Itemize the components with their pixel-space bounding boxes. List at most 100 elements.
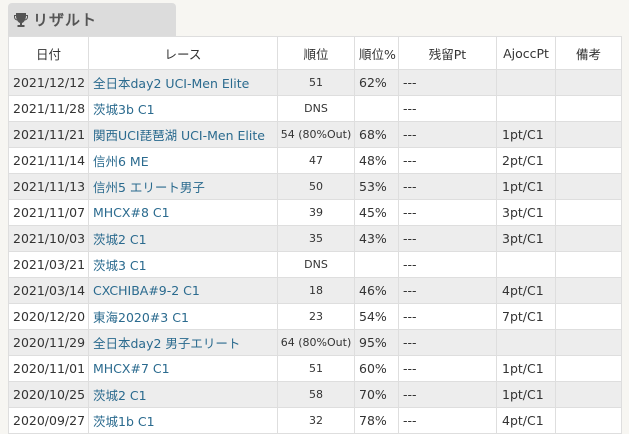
cell-date: 2020/12/20 xyxy=(8,303,89,330)
cell-note xyxy=(555,95,622,122)
cell-date: 2021/11/13 xyxy=(8,173,89,200)
header-rank-percent: 順位% xyxy=(354,36,399,70)
race-link[interactable]: 関西UCI琵琶湖 UCI-Men Elite xyxy=(88,121,278,148)
cell-rank: 54 (80%Out) xyxy=(277,121,355,148)
race-link[interactable]: 茨城3b C1 xyxy=(88,95,278,122)
race-link[interactable]: 全日本day2 男子エリート xyxy=(88,329,278,356)
table-row: 2021/10/03 茨城2 C1 35 43% --- 3pt/C1 xyxy=(8,225,622,252)
cell-rank-percent: 95% xyxy=(354,329,399,356)
cell-rank-percent: 70% xyxy=(354,381,399,408)
cell-rank: DNS xyxy=(277,95,355,122)
cell-note xyxy=(555,173,622,200)
table-row: 2020/11/29 全日本day2 男子エリート 64 (80%Out) 95% --… xyxy=(8,329,622,356)
cell-ajocc-pt: 3pt/C1 xyxy=(496,199,556,226)
cell-date: 2020/11/01 xyxy=(8,355,89,382)
cell-ajocc-pt xyxy=(496,95,556,122)
race-link[interactable]: 茨城2 C1 xyxy=(88,225,278,252)
table-row: 2020/12/20 東海2020#3 C1 23 54% --- 7pt/C1 xyxy=(8,303,622,330)
cell-ajocc-pt xyxy=(496,251,556,278)
header-ajocc-pt: AjoccPt xyxy=(496,36,556,70)
cell-rank-percent: 45% xyxy=(354,199,399,226)
cell-remain-pt: --- xyxy=(398,381,497,408)
cell-rank-percent: 62% xyxy=(354,69,399,96)
results-section-header: リザルト xyxy=(8,3,176,36)
cell-remain-pt: --- xyxy=(398,225,497,252)
cell-ajocc-pt: 4pt/C1 xyxy=(496,407,556,434)
cell-note xyxy=(555,303,622,330)
table-row: 2021/11/21 関西UCI琵琶湖 UCI-Men Elite 54 (80%O… xyxy=(8,121,622,148)
cell-rank-percent: 68% xyxy=(354,121,399,148)
cell-remain-pt: --- xyxy=(398,277,497,304)
race-link[interactable]: MHCX#8 C1 xyxy=(88,199,278,226)
cell-note xyxy=(555,277,622,304)
table-header-row: 日付 レース 順位 順位% 残留Pt AjoccPt 備考 xyxy=(8,36,622,70)
trophy-icon xyxy=(12,11,30,29)
cell-note xyxy=(555,199,622,226)
race-link[interactable]: CXCHIBA#9-2 C1 xyxy=(88,277,278,304)
cell-date: 2021/11/14 xyxy=(8,147,89,174)
cell-remain-pt: --- xyxy=(398,121,497,148)
cell-rank: 64 (80%Out) xyxy=(277,329,355,356)
race-link[interactable]: 東海2020#3 C1 xyxy=(88,303,278,330)
header-remain-pt: 残留Pt xyxy=(398,36,497,70)
race-link[interactable]: 茨城2 C1 xyxy=(88,381,278,408)
cell-rank: 50 xyxy=(277,173,355,200)
cell-rank-percent: 78% xyxy=(354,407,399,434)
cell-date: 2020/11/29 xyxy=(8,329,89,356)
cell-rank: DNS xyxy=(277,251,355,278)
cell-remain-pt: --- xyxy=(398,147,497,174)
cell-rank: 32 xyxy=(277,407,355,434)
table-row: 2021/03/14 CXCHIBA#9-2 C1 18 46% --- 4pt/C1 xyxy=(8,277,622,304)
cell-ajocc-pt: 3pt/C1 xyxy=(496,225,556,252)
race-link[interactable]: MHCX#7 C1 xyxy=(88,355,278,382)
cell-note xyxy=(555,121,622,148)
cell-rank: 47 xyxy=(277,147,355,174)
cell-ajocc-pt: 7pt/C1 xyxy=(496,303,556,330)
cell-remain-pt: --- xyxy=(398,329,497,356)
cell-ajocc-pt: 1pt/C1 xyxy=(496,173,556,200)
cell-date: 2021/11/28 xyxy=(8,95,89,122)
cell-note xyxy=(555,69,622,96)
cell-date: 2021/03/21 xyxy=(8,251,89,278)
cell-date: 2021/12/12 xyxy=(8,69,89,96)
race-link[interactable]: 茨城3 C1 xyxy=(88,251,278,278)
cell-date: 2021/11/21 xyxy=(8,121,89,148)
cell-rank-percent: 48% xyxy=(354,147,399,174)
results-table: 日付 レース 順位 順位% 残留Pt AjoccPt 備考 2021/12/12… xyxy=(8,36,622,434)
table-row: 2021/11/14 信州6 ME 47 48% --- 2pt/C1 xyxy=(8,147,622,174)
cell-rank-percent xyxy=(354,95,399,122)
cell-ajocc-pt xyxy=(496,329,556,356)
section-title: リザルト xyxy=(33,11,98,29)
cell-ajocc-pt: 4pt/C1 xyxy=(496,277,556,304)
cell-rank-percent: 54% xyxy=(354,303,399,330)
cell-remain-pt: --- xyxy=(398,251,497,278)
race-link[interactable]: 茨城1b C1 xyxy=(88,407,278,434)
cell-remain-pt: --- xyxy=(398,95,497,122)
cell-rank: 23 xyxy=(277,303,355,330)
table-row: 2020/11/01 MHCX#7 C1 51 60% --- 1pt/C1 xyxy=(8,355,622,382)
cell-note xyxy=(555,407,622,434)
table-row: 2021/11/28 茨城3b C1 DNS --- xyxy=(8,95,622,122)
table-row: 2021/11/07 MHCX#8 C1 39 45% --- 3pt/C1 xyxy=(8,199,622,226)
cell-note xyxy=(555,329,622,356)
race-link[interactable]: 信州6 ME xyxy=(88,147,278,174)
cell-date: 2021/10/03 xyxy=(8,225,89,252)
cell-rank: 51 xyxy=(277,355,355,382)
race-link[interactable]: 全日本day2 UCI-Men Elite xyxy=(88,69,278,96)
table-row: 2020/10/25 茨城2 C1 58 70% --- 1pt/C1 xyxy=(8,381,622,408)
cell-rank: 35 xyxy=(277,225,355,252)
cell-rank-percent: 60% xyxy=(354,355,399,382)
cell-ajocc-pt xyxy=(496,69,556,96)
header-note: 備考 xyxy=(555,36,622,70)
header-race: レース xyxy=(88,36,278,70)
cell-date: 2020/10/25 xyxy=(8,381,89,408)
table-row: 2021/03/21 茨城3 C1 DNS --- xyxy=(8,251,622,278)
cell-note xyxy=(555,147,622,174)
cell-ajocc-pt: 1pt/C1 xyxy=(496,381,556,408)
cell-remain-pt: --- xyxy=(398,407,497,434)
cell-rank-percent: 43% xyxy=(354,225,399,252)
cell-rank-percent: 46% xyxy=(354,277,399,304)
cell-note xyxy=(555,225,622,252)
cell-rank: 18 xyxy=(277,277,355,304)
race-link[interactable]: 信州5 エリート男子 xyxy=(88,173,278,200)
